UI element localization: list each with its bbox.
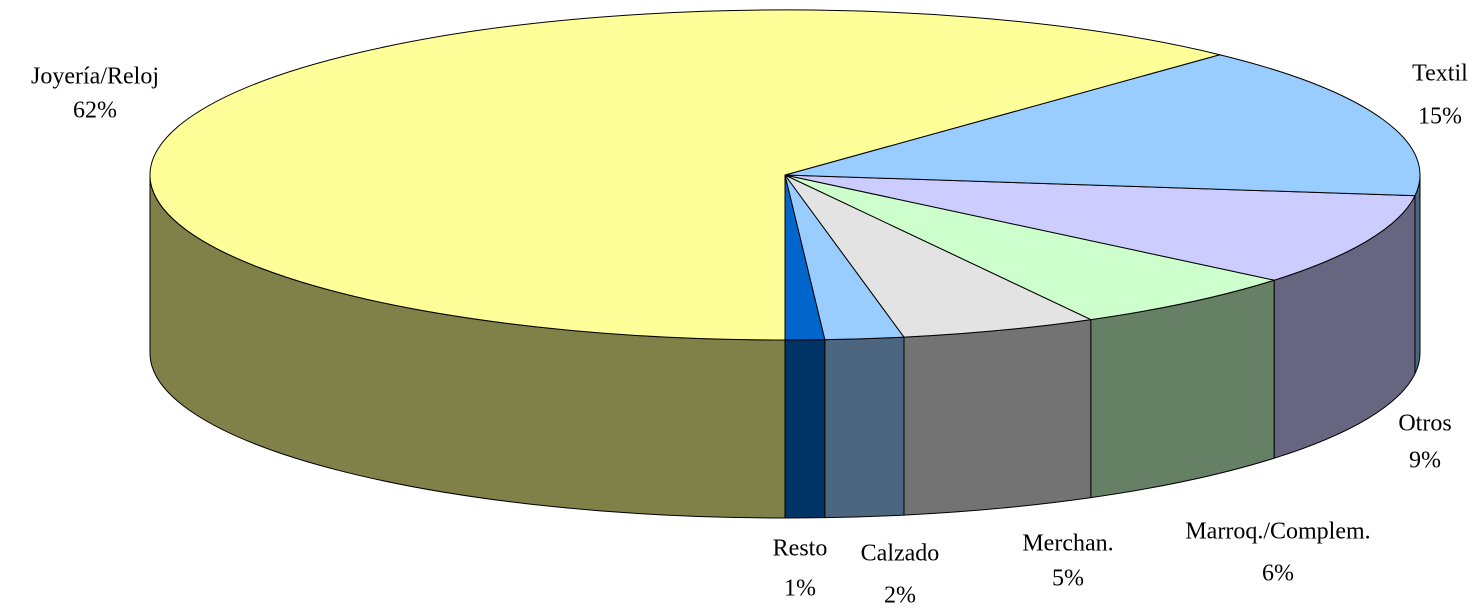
slice [784,174,1416,281]
slice-label: Marroq./Complem. [1185,519,1370,545]
value-label: 15% [1418,104,1462,130]
slice-label: Merchan. [1022,531,1113,557]
slice [784,174,1277,321]
value-label: 2% [884,583,916,609]
value-label: 5% [1052,566,1084,592]
slice-side [903,319,1092,516]
slice [784,174,1093,338]
slice-side [784,339,826,519]
slice-side [824,336,905,519]
value-label: 1% [784,576,816,602]
slice-side [1414,174,1421,374]
slice-label: Textil [1412,61,1468,87]
slice [784,54,1421,197]
slice [149,9,1222,341]
value-label: 9% [1409,448,1441,474]
slice-label: Otros [1398,411,1451,437]
slice-label: Calzado [861,541,940,567]
value-label: 62% [73,98,117,124]
slice-label: Joyería/Reloj [31,64,159,90]
slice-label: Resto [773,536,828,562]
value-label: 6% [1262,561,1294,587]
